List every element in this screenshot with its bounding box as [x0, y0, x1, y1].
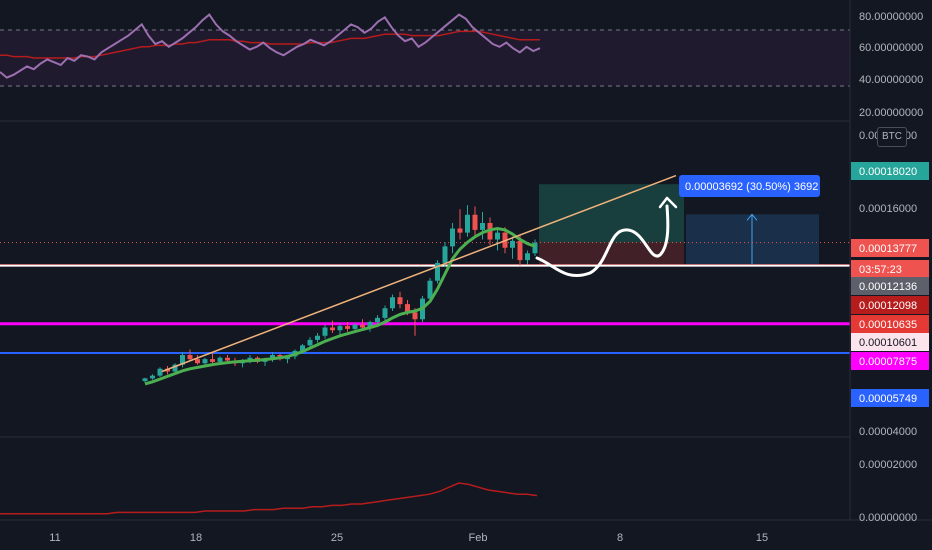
candle-body — [217, 357, 223, 362]
candle-body — [300, 345, 305, 351]
price-tag-ma-bg — [851, 315, 929, 333]
measure-label-text: 0.00003692 (30.50%) 3692 — [685, 181, 818, 193]
candle-body — [532, 242, 538, 254]
candle-body — [187, 355, 193, 360]
price-tag-last: 0.00013777 — [859, 243, 917, 255]
candle-body — [390, 297, 395, 309]
candle-body — [375, 317, 380, 322]
currency-badge[interactable]: BTC — [877, 127, 907, 147]
price-tag-countdown-bg — [851, 260, 929, 278]
price-tag-extra-bg — [851, 333, 929, 351]
candle-body — [225, 357, 230, 361]
candle-body — [442, 246, 448, 263]
candle-body — [142, 378, 148, 382]
time-tick-label: 15 — [756, 532, 768, 544]
candle-body — [210, 359, 215, 362]
candle-body — [412, 312, 418, 320]
price-tag-level-white-bg — [851, 296, 929, 314]
candle-body — [180, 355, 185, 365]
candle-body — [427, 280, 433, 299]
candle-body — [330, 327, 335, 331]
candle-body — [495, 232, 500, 240]
candle-body — [337, 326, 343, 331]
price-tick-label: 0.00002000 — [859, 459, 917, 471]
volume-indicator-line — [0, 482, 538, 515]
price-tag-level-blue: 0.00005749 — [859, 393, 917, 405]
projection-path[interactable] — [535, 204, 670, 278]
candle-body — [352, 324, 358, 329]
candle-body — [307, 339, 313, 346]
candle-body — [457, 228, 463, 233]
price-tag-level-red: 0.00012136 — [859, 281, 917, 293]
price-tag-last-bg — [851, 239, 929, 257]
rsi-band — [0, 30, 850, 86]
time-tick-label: 25 — [331, 532, 343, 544]
time-tick-label: 18 — [190, 532, 202, 544]
candle-body — [270, 355, 275, 360]
candle-body — [480, 223, 485, 230]
time-tick-label: 11 — [49, 532, 60, 544]
price-tag-level-magenta: 0.00007875 — [859, 356, 917, 368]
candle-body — [247, 357, 253, 361]
candle-body — [322, 327, 328, 336]
price-tag-level-red-bg — [851, 277, 929, 295]
rsi-tick-label: 40.00000000 — [859, 74, 923, 86]
time-axis: 11 18 25 Feb 8 15 — [49, 532, 768, 544]
price-tick-label: 0.00000000 — [859, 512, 917, 524]
candle-body — [472, 214, 478, 230]
price-tick-label: 0.00016000 — [859, 203, 917, 215]
candle-body — [517, 240, 523, 261]
time-tick-label: Feb — [469, 532, 488, 544]
candle-body — [435, 262, 440, 281]
candle-body — [345, 326, 350, 329]
rsi-panel — [0, 13, 850, 87]
candle-body — [367, 322, 373, 328]
price-tag-target: 0.00018020 — [859, 166, 917, 178]
trendline[interactable] — [161, 174, 677, 373]
candle-body — [382, 308, 388, 318]
measure-label-bg — [679, 175, 820, 197]
price-tag-target-bg — [851, 162, 929, 180]
candle-body — [157, 368, 163, 376]
candle-body — [397, 297, 403, 305]
candle-body — [405, 304, 410, 313]
candle-body — [450, 228, 455, 247]
candle-body — [360, 324, 365, 328]
measure-arrow-head — [746, 213, 758, 221]
candle-body — [202, 359, 208, 364]
price-tag-level-magenta-bg — [851, 352, 929, 370]
rsi-tick-label: 20.00000000 — [859, 107, 923, 119]
price-tag-level-white: 0.00012098 — [859, 300, 917, 312]
price-tag-level-blue-bg — [851, 389, 929, 407]
candle-body — [195, 359, 200, 364]
projection-arrow-head — [658, 196, 678, 209]
candle-body — [315, 335, 320, 340]
price-panel — [0, 174, 850, 386]
rsi-line — [0, 13, 541, 79]
price-tags: 0.00018020 0.00013777 03:57:23 0.00012136 0.… — [851, 162, 929, 407]
target-zone — [539, 184, 684, 243]
rsi-tick-label: 60.00000000 — [859, 42, 923, 54]
candle-body — [172, 364, 178, 372]
price-axis: 0.00016000 0.00004000 0.00002000 0.00000000 — [859, 203, 917, 524]
candle-body — [510, 240, 515, 248]
ma-green-line — [144, 226, 536, 386]
time-tick-label: 8 — [617, 532, 623, 544]
price-tag-extra: 0.00010601 — [859, 337, 917, 349]
rsi-tick-label: 80.00000000 — [859, 11, 923, 23]
price-tag-ma: 0.00010635 — [859, 319, 917, 331]
measure-label: 0.00003692 (30.50%) 3692 — [679, 175, 820, 197]
price-tag-countdown: 03:57:23 — [859, 264, 902, 276]
price-tick-label: 0.00004000 — [859, 426, 917, 438]
candle-body — [465, 214, 470, 233]
candle-body — [525, 253, 530, 261]
candle-body — [150, 375, 155, 379]
